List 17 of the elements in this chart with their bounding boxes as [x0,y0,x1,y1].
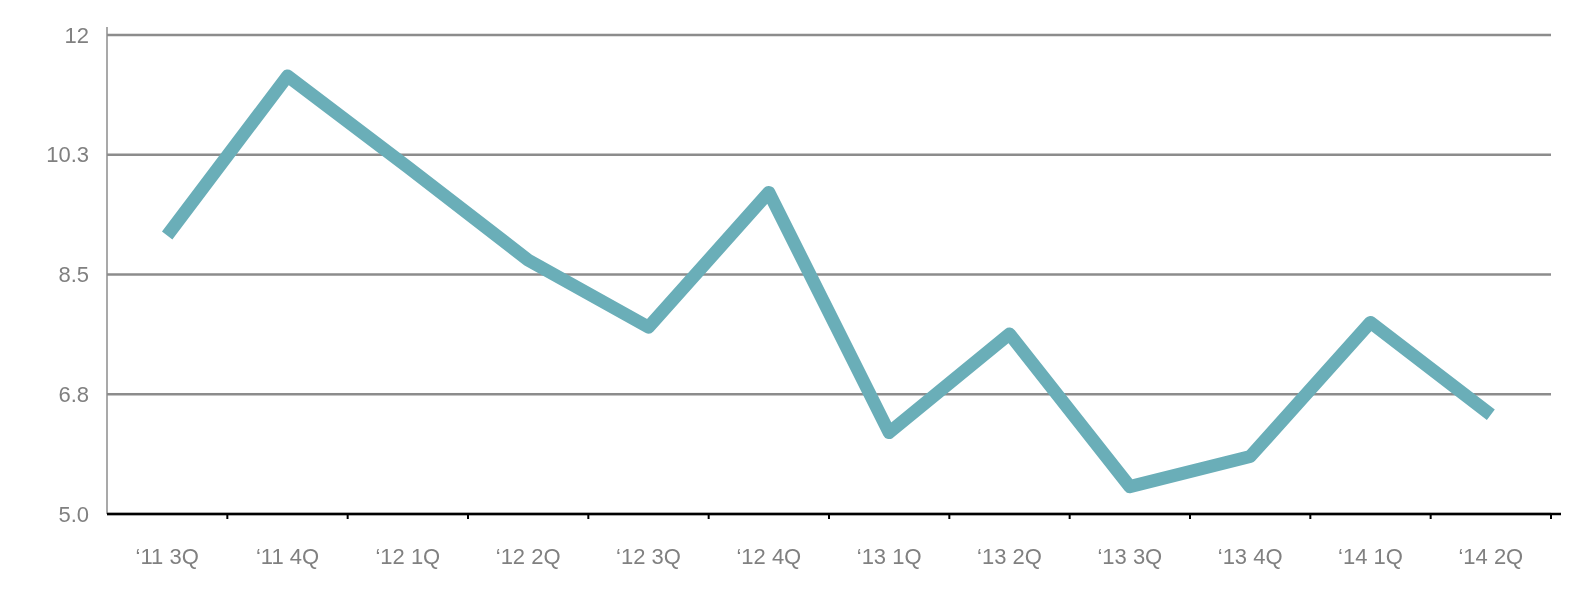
x-tick-label: ‘12 3Q [616,544,681,569]
x-tick-label: ‘14 1Q [1338,544,1403,569]
x-tick-label: ‘13 4Q [1217,544,1283,569]
y-tick-label: 8.5 [58,262,89,288]
x-tick-label: ‘12 4Q [736,544,802,569]
x-tick-label: ‘12 1Q [375,544,441,569]
x-tick-label: ‘11 4Q [255,544,320,569]
x-tick-label: ‘13 1Q [856,544,922,569]
x-tick-label: ‘14 2Q [1458,544,1524,569]
x-tick-label: ‘13 3Q [1097,544,1163,569]
y-tick-label: 10.3 [46,142,89,168]
y-tick-label: 5.0 [58,501,89,527]
y-tick-label: 12 [64,22,89,48]
y-tick-label: 6.8 [58,381,89,407]
x-tick-label: ‘11 3Q [135,544,199,569]
x-tick-label: ‘12 2Q [495,544,561,569]
x-tick-label: ‘13 2Q [977,544,1042,569]
